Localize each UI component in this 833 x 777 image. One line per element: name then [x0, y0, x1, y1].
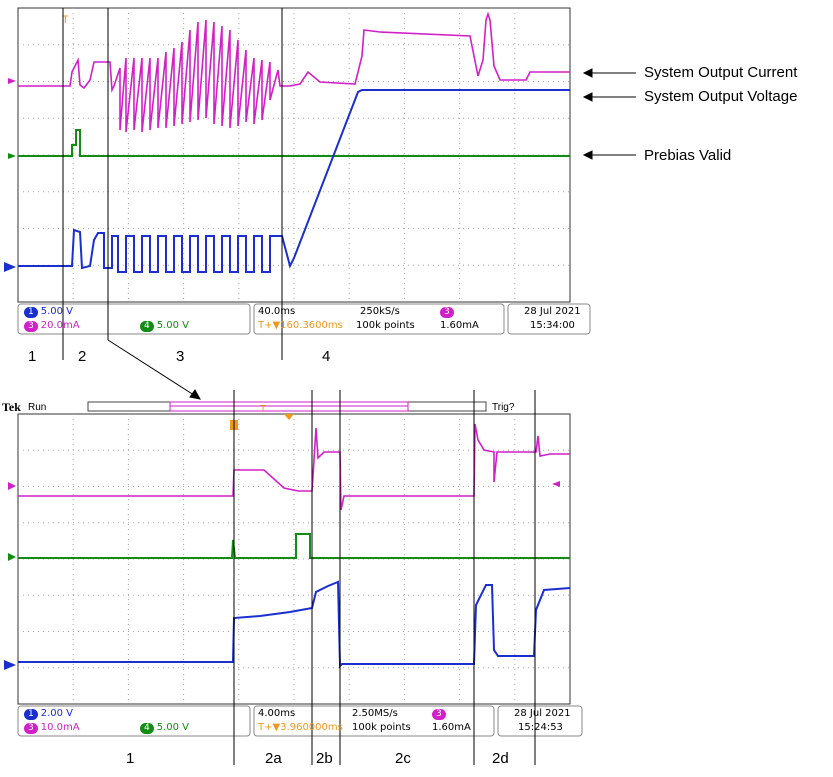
- bottom-ch1-readout: 1 2.00 V: [24, 708, 73, 720]
- top-timebase: 40.0ms: [258, 306, 296, 317]
- top-sample-rate: 250kS/s: [360, 306, 400, 317]
- bottom-segment-label: 2a: [265, 750, 282, 767]
- bottom-ch4-marker-icon: [8, 553, 16, 561]
- top-segment-lines: [62, 8, 283, 360]
- label-prebias-valid: Prebias Valid: [644, 147, 732, 164]
- bottom-date: 28 Jul 2021: [514, 708, 571, 719]
- label-system-output-current: System Output Current: [644, 64, 798, 81]
- annotation-arrows: [582, 68, 636, 160]
- top-trigger-level: 1.60mA: [440, 320, 479, 331]
- top-ch4-readout: 4 5.00 V: [140, 320, 189, 332]
- bottom-trigger-pos-icon: [284, 414, 294, 420]
- trigger-marker-icon: T: [62, 14, 69, 26]
- top-scope-screen: T: [4, 7, 636, 400]
- bottom-time: 15:24:53: [518, 722, 563, 733]
- top-segment-label: 2: [78, 348, 87, 365]
- bottom-record-length: 100k points: [352, 722, 411, 733]
- bottom-sample-rate: 2.50MS/s: [352, 708, 398, 719]
- bottom-segment-label: 2b: [316, 750, 333, 767]
- top-trace-output-current: [18, 11, 570, 133]
- top-trigger-channel: 3: [440, 306, 457, 318]
- bottom-ch1-marker-icon: [4, 660, 16, 670]
- label-system-output-voltage: System Output Voltage: [644, 88, 798, 105]
- top-segment-label: 4: [322, 348, 331, 365]
- run-state: Run: [28, 402, 47, 413]
- top-record-length: 100k points: [356, 320, 415, 331]
- top-trace-prebias-valid: [18, 129, 570, 157]
- record-trigger-marker-icon: T: [260, 404, 266, 415]
- bottom-trigger-delay: T+▼3.960000ms: [258, 722, 343, 733]
- top-ch1-readout: 1 5.00 V: [24, 306, 73, 318]
- bottom-timebase: 4.00ms: [258, 708, 296, 719]
- bottom-ch4-readout: 4 5.00 V: [140, 722, 189, 734]
- ch1-marker-icon: [4, 262, 16, 272]
- bottom-trace-prebias-valid: [18, 533, 570, 559]
- bottom-trigger-channel: 3: [432, 708, 449, 720]
- bottom-ch3-ref-icon: [552, 481, 560, 487]
- top-trigger-delay: T+▼160.3600ms: [258, 320, 343, 331]
- bottom-ch3-readout: 3 10.0mA: [24, 722, 80, 734]
- bottom-trace-output-current: [18, 423, 570, 511]
- top-ch3-readout: 3 20.0mA: [24, 320, 80, 332]
- bottom-segment-label: 1: [126, 750, 135, 767]
- bottom-ch3-marker-icon: [8, 482, 16, 490]
- bottom-trace-output-voltage: [18, 580, 571, 669]
- top-date: 28 Jul 2021: [524, 306, 581, 317]
- top-segment-label: 1: [28, 348, 37, 365]
- top-time: 15:34:00: [530, 320, 575, 331]
- zoom-arrow: [107, 339, 201, 400]
- brand-logo: Tek: [2, 400, 21, 414]
- ch3-marker-icon: [8, 78, 16, 84]
- ch4-marker-icon: [8, 153, 16, 159]
- bottom-trigger-level: 1.60mA: [432, 722, 471, 733]
- bottom-segment-label: 2d: [492, 750, 509, 767]
- bottom-segment-label: 2c: [395, 750, 411, 767]
- top-segment-label: 3: [176, 348, 185, 365]
- bottom-segment-lines: [233, 390, 536, 765]
- trigger-state: Trig?: [492, 402, 515, 413]
